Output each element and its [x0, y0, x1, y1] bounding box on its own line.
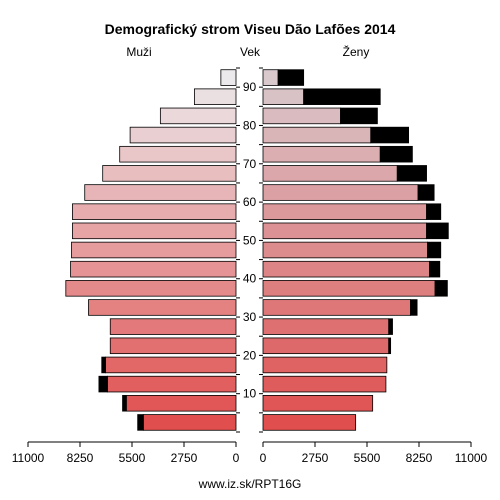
- female-bar-75-79: [262, 126, 372, 144]
- x-tick-label-left: 8250: [67, 451, 94, 465]
- male-bar-90+: [220, 69, 237, 86]
- x-tick-label-right: 0: [260, 451, 267, 465]
- female-bar-85-89: [262, 88, 305, 105]
- male-excess-0-4: [137, 414, 144, 431]
- male-bar-85-89: [193, 88, 237, 105]
- female-bar-60-64: [262, 184, 419, 201]
- axes-group: 10 20 30 40 50 60 70 80 90 11000 8250 5500 2750 0 0 275…: [12, 67, 488, 465]
- female-bar-20-24: [262, 337, 390, 355]
- age-tick-label-50: 50: [243, 233, 257, 247]
- male-bar-25-29: [109, 318, 237, 335]
- male-bar-50-54: [72, 222, 237, 240]
- female-bar-70-74: [262, 145, 381, 163]
- x-tick-label-right: 8250: [406, 451, 433, 465]
- female-bar-90+: [262, 69, 279, 86]
- x-tick-label-right: 11000: [455, 451, 488, 465]
- x-tick-label-left: 2750: [171, 451, 198, 465]
- male-bar-20-24: [109, 337, 237, 355]
- male-bar-60-64: [84, 184, 237, 201]
- female-bar-65-69: [262, 165, 398, 182]
- female-bar-40-44: [262, 260, 430, 278]
- left-side-label: Muži: [126, 45, 151, 59]
- age-tick-label-10: 10: [243, 387, 257, 401]
- male-bar-70-74: [119, 145, 237, 163]
- x-tick-label-left: 11000: [12, 451, 45, 465]
- male-bar-5-9: [125, 395, 237, 412]
- x-tick-label-right: 5500: [354, 451, 381, 465]
- female-bar-0-4: [262, 414, 357, 431]
- male-bar-15-19: [105, 356, 237, 374]
- bars-group: [65, 69, 449, 431]
- female-excess-75-79: [370, 126, 410, 144]
- female-excess-85-89: [303, 88, 381, 105]
- male-excess-10-14: [98, 375, 108, 393]
- age-tick-label-70: 70: [243, 157, 257, 171]
- female-bar-50-54: [262, 222, 427, 240]
- footer-source: www.iz.sk/RPT16G: [198, 477, 302, 491]
- age-axis-label: Vek: [240, 45, 261, 59]
- female-excess-80-84: [340, 107, 378, 125]
- male-bar-30-34: [88, 299, 237, 316]
- female-excess-70-74: [379, 145, 413, 163]
- female-bar-30-34: [262, 299, 411, 316]
- male-bar-45-49: [71, 241, 237, 259]
- age-tick-label-40: 40: [243, 272, 257, 286]
- female-excess-25-29: [388, 318, 393, 335]
- male-excess-15-19: [101, 356, 106, 374]
- x-tick-label-left: 5500: [119, 451, 146, 465]
- male-bar-35-39: [65, 280, 237, 297]
- female-bar-80-84: [262, 107, 341, 125]
- age-tick-label-80: 80: [243, 118, 257, 132]
- female-excess-50-54: [426, 222, 449, 240]
- female-bar-45-49: [262, 241, 428, 259]
- x-tick-label-left: 0: [233, 451, 240, 465]
- male-bar-55-59: [72, 203, 237, 220]
- male-bar-10-14: [107, 375, 237, 393]
- female-excess-55-59: [426, 203, 442, 220]
- female-bar-15-19: [262, 356, 388, 374]
- female-excess-20-24: [388, 337, 392, 355]
- male-bar-75-79: [129, 126, 237, 144]
- male-bar-80-84: [159, 107, 237, 125]
- female-excess-40-44: [428, 260, 441, 278]
- female-excess-90+: [277, 69, 305, 86]
- female-bar-25-29: [262, 318, 390, 335]
- age-tick-label-20: 20: [243, 348, 257, 362]
- female-bar-55-59: [262, 203, 427, 220]
- right-side-label: Ženy: [343, 44, 370, 59]
- male-excess-5-9: [122, 395, 127, 412]
- age-tick-label-60: 60: [243, 195, 257, 209]
- male-bar-40-44: [70, 260, 237, 278]
- x-tick-label-right: 2750: [302, 451, 329, 465]
- female-excess-30-34: [410, 299, 418, 316]
- chart-title: Demografický strom Viseu Dão Lafões 2014: [105, 21, 396, 37]
- female-bar-10-14: [262, 375, 387, 393]
- male-bar-0-4: [142, 414, 237, 431]
- female-excess-60-64: [417, 184, 435, 201]
- female-excess-65-69: [396, 165, 427, 182]
- age-tick-label-30: 30: [243, 310, 257, 324]
- female-bar-5-9: [262, 395, 374, 412]
- female-excess-35-39: [434, 280, 448, 297]
- female-bar-35-39: [262, 280, 436, 297]
- age-tick-label-90: 90: [243, 80, 257, 94]
- female-excess-45-49: [427, 241, 442, 259]
- male-bar-65-69: [102, 165, 237, 182]
